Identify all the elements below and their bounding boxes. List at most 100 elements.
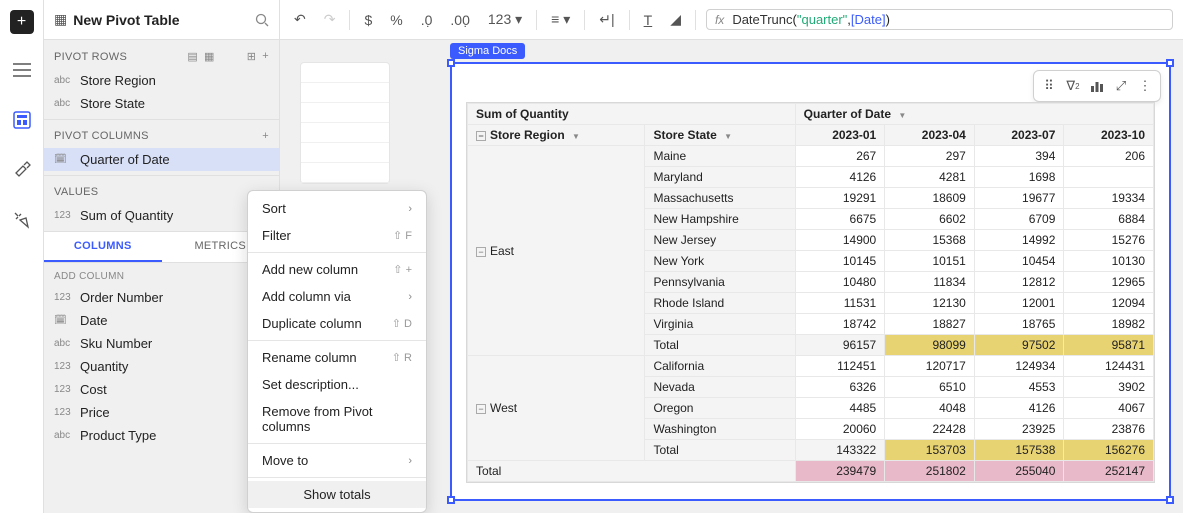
- pivot-row-field[interactable]: abcStore State: [44, 92, 279, 115]
- data-cell[interactable]: 297: [885, 146, 975, 167]
- state-cell[interactable]: California: [645, 356, 795, 377]
- available-column[interactable]: 123Price: [44, 401, 279, 424]
- state-cell[interactable]: Pennsylvania: [645, 272, 795, 293]
- data-cell[interactable]: [1064, 167, 1154, 188]
- decimal-inc-icon[interactable]: .00̣: [446, 12, 473, 28]
- state-cell[interactable]: Oregon: [645, 398, 795, 419]
- value-field[interactable]: 123Sum of Quantity: [44, 204, 279, 227]
- data-cell[interactable]: 394: [974, 146, 1064, 167]
- data-cell[interactable]: 12965: [1064, 272, 1154, 293]
- format-dropdown[interactable]: 123 ▾: [484, 11, 526, 28]
- state-cell[interactable]: Maryland: [645, 167, 795, 188]
- data-cell[interactable]: 15368: [885, 230, 975, 251]
- region-cell[interactable]: −West: [468, 356, 645, 461]
- data-cell[interactable]: 4485: [795, 398, 885, 419]
- data-cell[interactable]: 10454: [974, 251, 1064, 272]
- data-cell[interactable]: 124431: [1064, 356, 1154, 377]
- menu-set-description[interactable]: Set description...: [248, 371, 426, 398]
- data-cell[interactable]: 15276: [1064, 230, 1154, 251]
- data-cell[interactable]: 4067: [1064, 398, 1154, 419]
- data-cell[interactable]: 10145: [795, 251, 885, 272]
- drag-handle-icon[interactable]: ⠿: [1038, 75, 1060, 97]
- element-label[interactable]: Sigma Docs: [450, 43, 525, 59]
- data-cell[interactable]: 4281: [885, 167, 975, 188]
- data-cell[interactable]: 11531: [795, 293, 885, 314]
- fill-color-icon[interactable]: ◢: [666, 11, 685, 28]
- chart-icon[interactable]: [1086, 75, 1108, 97]
- data-panel-icon[interactable]: [0, 106, 36, 134]
- resize-handle-bl[interactable]: [447, 496, 455, 504]
- align-icon[interactable]: ≡ ▾: [547, 11, 574, 28]
- data-cell[interactable]: 10130: [1064, 251, 1154, 272]
- menu-rename-column[interactable]: Rename column⇧ R: [248, 344, 426, 371]
- data-cell[interactable]: 19677: [974, 188, 1064, 209]
- data-cell[interactable]: 120717: [885, 356, 975, 377]
- pivot-column-field[interactable]: 🗓Quarter of Date: [44, 148, 279, 171]
- state-cell[interactable]: Virginia: [645, 314, 795, 335]
- data-cell[interactable]: 3902: [1064, 377, 1154, 398]
- data-cell[interactable]: 22428: [885, 419, 975, 440]
- menu-add-new-column[interactable]: Add new column⇧ +: [248, 256, 426, 283]
- menu-icon[interactable]: [8, 56, 36, 84]
- undo-icon[interactable]: ↶: [290, 11, 310, 28]
- add-row-icon[interactable]: +: [262, 50, 269, 63]
- col-header[interactable]: 2023-10: [1064, 125, 1154, 146]
- data-cell[interactable]: 6884: [1064, 209, 1154, 230]
- data-cell[interactable]: 18742: [795, 314, 885, 335]
- data-cell[interactable]: 23876: [1064, 419, 1154, 440]
- data-cell[interactable]: 20060: [795, 419, 885, 440]
- wrap-icon[interactable]: ↵|: [595, 11, 618, 28]
- data-cell[interactable]: 19334: [1064, 188, 1154, 209]
- data-cell[interactable]: 11834: [885, 272, 975, 293]
- add-element-button[interactable]: +: [10, 10, 34, 34]
- data-cell[interactable]: 206: [1064, 146, 1154, 167]
- data-cell[interactable]: 4126: [795, 167, 885, 188]
- data-cell[interactable]: 124934: [974, 356, 1064, 377]
- formula-bar[interactable]: fx DateTrunc("quarter", [Date]): [706, 9, 1173, 30]
- col-header[interactable]: 2023-07: [974, 125, 1064, 146]
- menu-move-to[interactable]: Move to›: [248, 447, 426, 474]
- available-column[interactable]: 123Quantity: [44, 355, 279, 378]
- menu-remove-column[interactable]: Remove from Pivot columns: [248, 398, 426, 440]
- data-cell[interactable]: 4126: [974, 398, 1064, 419]
- available-column[interactable]: 123Order Number: [44, 286, 279, 309]
- data-cell[interactable]: 112451: [795, 356, 885, 377]
- col-dim-header[interactable]: Quarter of Date ▼: [795, 104, 1153, 125]
- filter-icon[interactable]: ∇2: [1062, 75, 1084, 97]
- redo-icon[interactable]: ↷: [320, 11, 340, 28]
- resize-handle-tl[interactable]: [447, 59, 455, 67]
- state-cell[interactable]: Washington: [645, 419, 795, 440]
- resize-handle-br[interactable]: [1166, 496, 1174, 504]
- data-cell[interactable]: 6326: [795, 377, 885, 398]
- state-cell[interactable]: Nevada: [645, 377, 795, 398]
- state-cell[interactable]: Rhode Island: [645, 293, 795, 314]
- resize-handle-tr[interactable]: [1166, 59, 1174, 67]
- row-table-icon[interactable]: ⊞: [247, 50, 257, 63]
- row-dim-1[interactable]: −Store Region ▼: [468, 125, 645, 146]
- available-column[interactable]: 🗓Date: [44, 309, 279, 332]
- pivot-element[interactable]: ⠿ ∇2 ⤢ ⋮ Sum of QuantityQuarter of Date …: [450, 62, 1171, 501]
- col-header[interactable]: 2023-04: [885, 125, 975, 146]
- col-header[interactable]: 2023-01: [795, 125, 885, 146]
- menu-sort[interactable]: Sort›: [248, 195, 426, 222]
- data-cell[interactable]: 23925: [974, 419, 1064, 440]
- more-icon[interactable]: ⋮: [1134, 75, 1156, 97]
- data-cell[interactable]: 6675: [795, 209, 885, 230]
- menu-add-column-via[interactable]: Add column via›: [248, 283, 426, 310]
- available-column[interactable]: 123Cost: [44, 378, 279, 401]
- data-cell[interactable]: 19291: [795, 188, 885, 209]
- tab-columns[interactable]: COLUMNS: [44, 232, 162, 262]
- data-cell[interactable]: 14992: [974, 230, 1064, 251]
- paint-icon[interactable]: [8, 156, 36, 184]
- data-cell[interactable]: 18765: [974, 314, 1064, 335]
- expand-icon[interactable]: ⤢: [1110, 75, 1132, 97]
- row-dim-2[interactable]: Store State ▼: [645, 125, 795, 146]
- state-cell[interactable]: Massachusetts: [645, 188, 795, 209]
- add-pivot-col-icon[interactable]: +: [262, 130, 269, 142]
- pivot-row-field[interactable]: abcStore Region: [44, 69, 279, 92]
- percent-icon[interactable]: %: [386, 12, 406, 28]
- data-cell[interactable]: 12130: [885, 293, 975, 314]
- data-cell[interactable]: 10151: [885, 251, 975, 272]
- available-column[interactable]: abcProduct Type: [44, 424, 279, 447]
- data-cell[interactable]: 18609: [885, 188, 975, 209]
